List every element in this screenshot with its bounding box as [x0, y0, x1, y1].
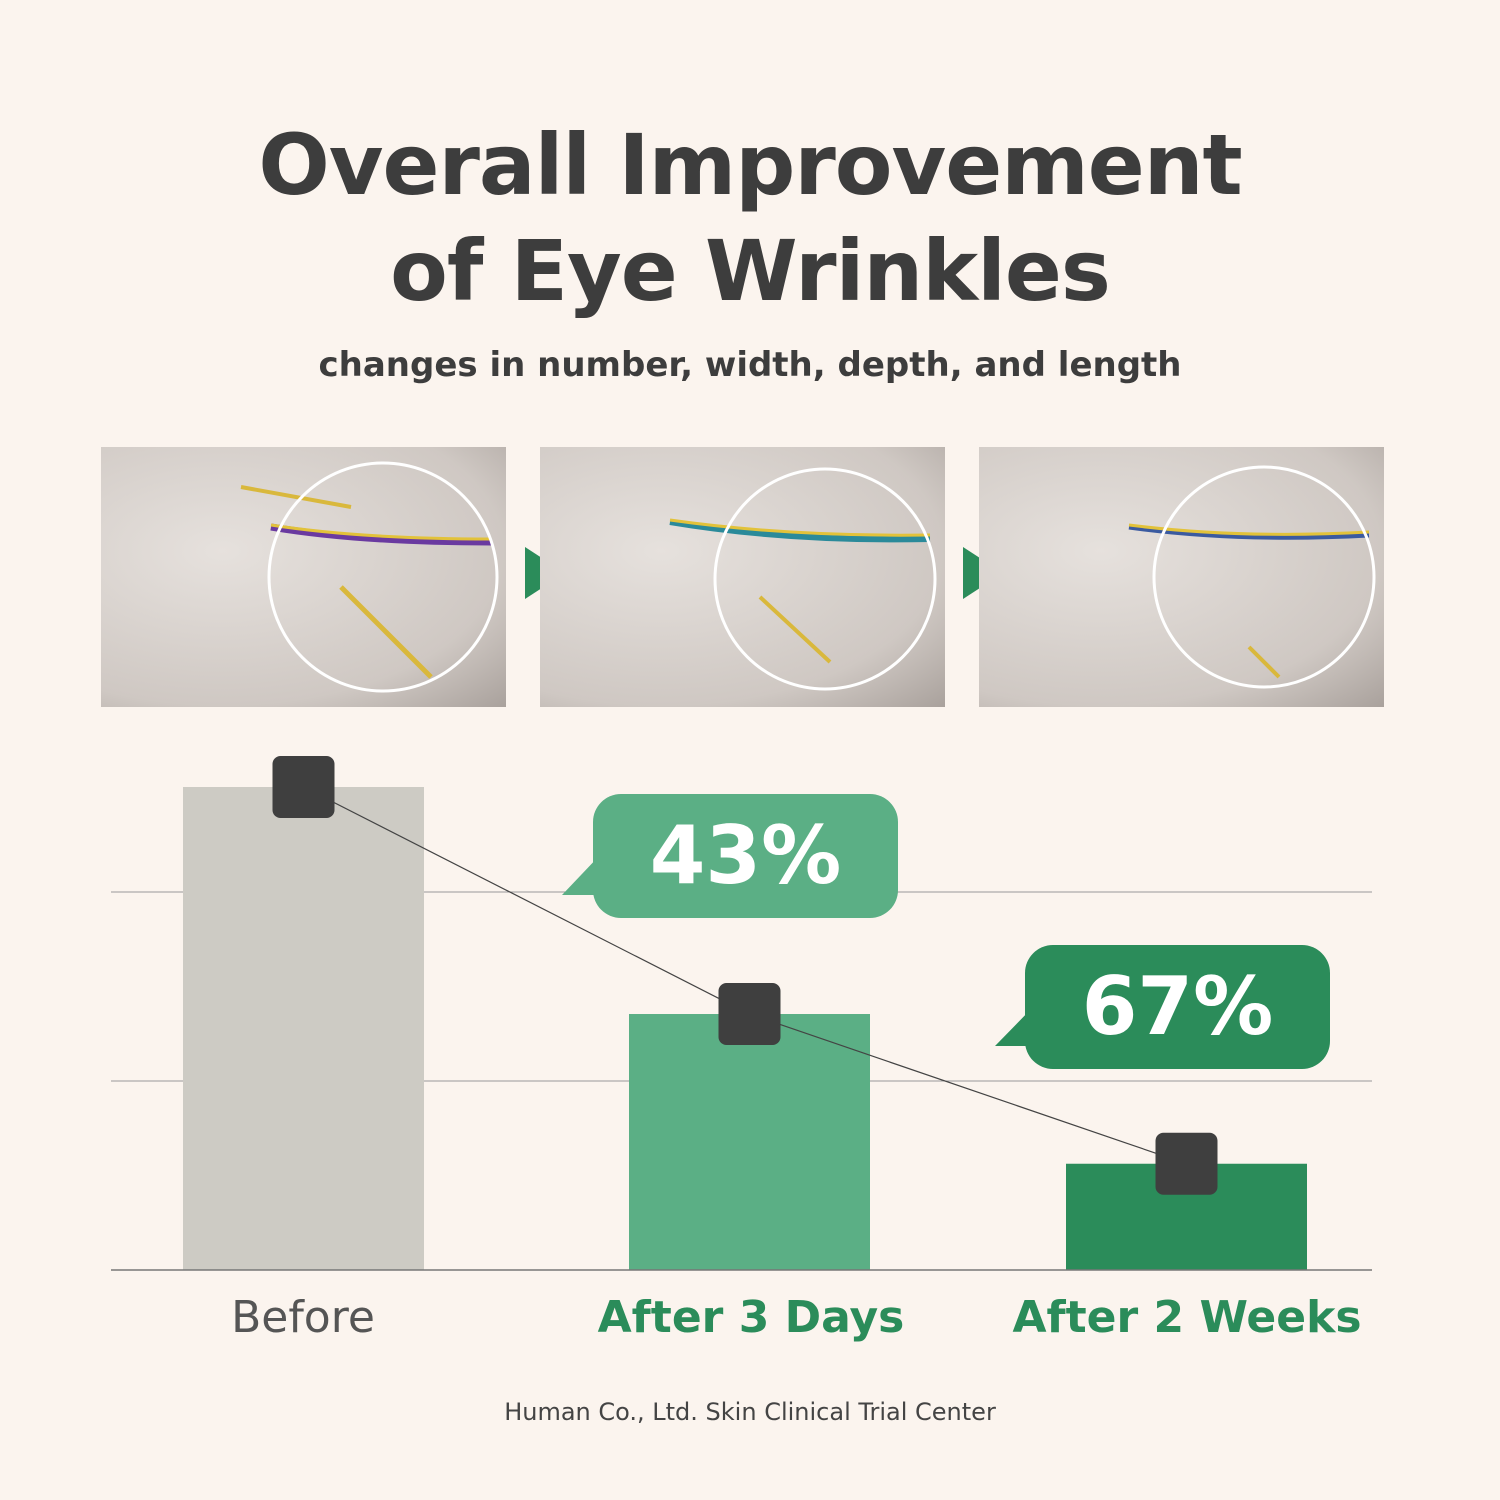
bubble-tail [562, 855, 600, 895]
bar-after-3-days [629, 1014, 870, 1270]
data-point-marker [718, 983, 781, 1046]
annotation-67: 67% [1025, 945, 1330, 1069]
page-title: Overall Improvement of Eye Wrinkles [0, 112, 1500, 324]
bar-before [183, 787, 424, 1270]
after-3-days-photo [540, 447, 945, 707]
after-2-weeks-photo [979, 447, 1384, 707]
before-photo [101, 447, 506, 707]
x-label-after-2-weeks: After 2 Weeks [1012, 1292, 1362, 1343]
data-point-marker [272, 756, 335, 818]
x-label-before: Before [231, 1292, 375, 1343]
data-point-marker [1155, 1132, 1218, 1195]
subtitle: changes in number, width, depth, and len… [318, 345, 1182, 385]
title-line-2: of Eye Wrinkles [390, 222, 1111, 320]
x-label-after-3-days: After 3 Days [597, 1292, 905, 1343]
title-line-1: Overall Improvement [258, 116, 1242, 214]
annotation-43: 43% [593, 794, 898, 918]
source-note: Human Co., Ltd. Skin Clinical Trial Cent… [504, 1398, 996, 1426]
